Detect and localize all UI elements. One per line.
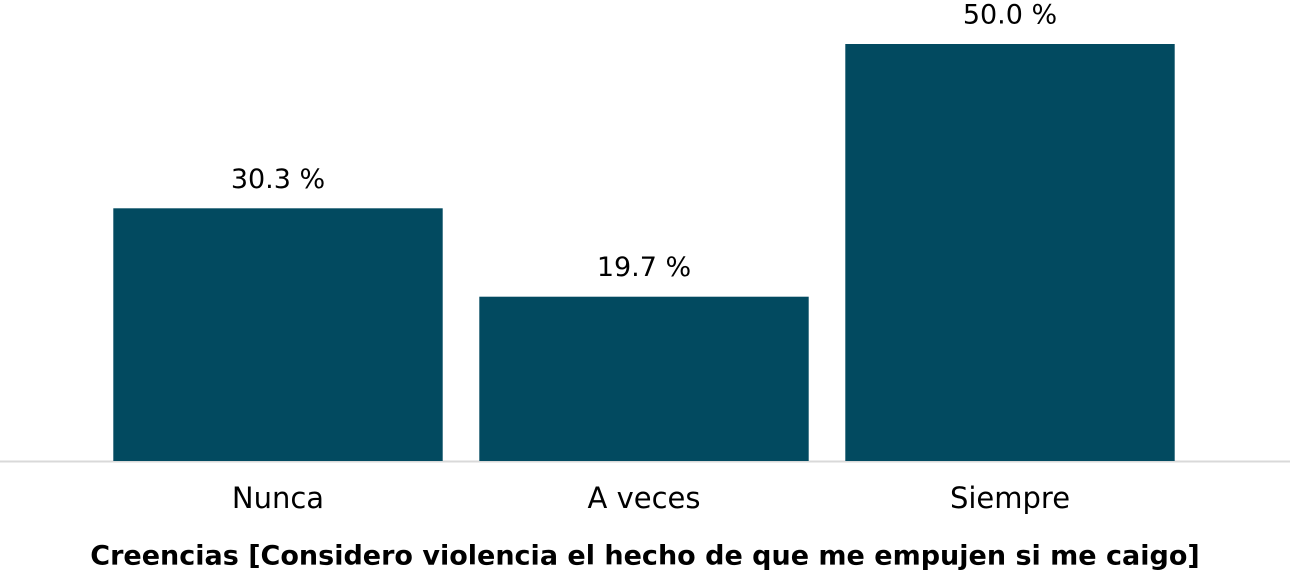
value-label: 19.7 %: [597, 252, 691, 283]
value-label: 30.3 %: [231, 164, 325, 195]
bar: [113, 208, 443, 461]
x-tick-label: Siempre: [950, 481, 1070, 515]
bar: [479, 296, 809, 461]
bar: [845, 44, 1175, 461]
x-tick-label: Nunca: [232, 481, 324, 515]
x-axis-label: Creencias [Considero violencia el hecho …: [90, 541, 1199, 572]
x-tick-label: A veces: [588, 481, 701, 515]
value-label: 50.0 %: [963, 0, 1057, 31]
